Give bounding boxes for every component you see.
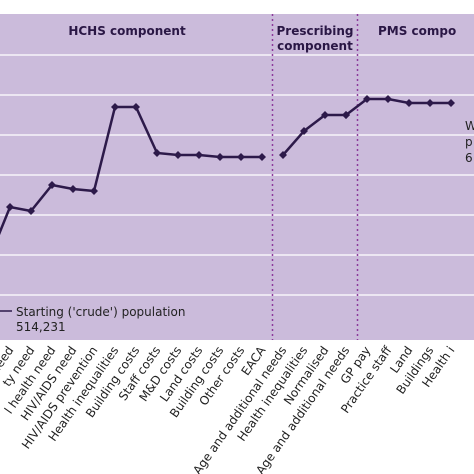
point-marker (153, 149, 161, 157)
point-marker (195, 151, 203, 159)
point-marker (384, 95, 392, 103)
annotation: 514,231 (16, 320, 66, 334)
point-marker (447, 99, 455, 107)
point-marker (216, 153, 224, 161)
point-marker (69, 185, 77, 193)
point-marker (27, 207, 35, 215)
point-marker (237, 153, 245, 161)
point-marker (90, 187, 98, 195)
point-marker (426, 99, 434, 107)
section-label: HCHS component (68, 24, 186, 38)
point-marker (111, 103, 119, 111)
section-label: component (277, 39, 353, 53)
point-marker (342, 111, 350, 119)
section-label: Prescribing (277, 24, 354, 38)
point-marker (6, 203, 14, 211)
section-label: PMS compo (378, 24, 456, 38)
point-marker (258, 153, 266, 161)
point-marker (405, 99, 413, 107)
point-marker (279, 151, 287, 159)
annotation: 6 (465, 151, 473, 165)
point-marker (300, 127, 308, 135)
point-marker (48, 181, 56, 189)
point-marker (174, 151, 182, 159)
point-marker (363, 95, 371, 103)
plot-background (0, 14, 474, 340)
annotation: W (465, 119, 474, 133)
point-marker (321, 111, 329, 119)
series-line (282, 113, 346, 156)
annotation: p (465, 135, 473, 149)
annotation: Starting ('crude') population (16, 305, 185, 319)
point-marker (132, 103, 140, 111)
